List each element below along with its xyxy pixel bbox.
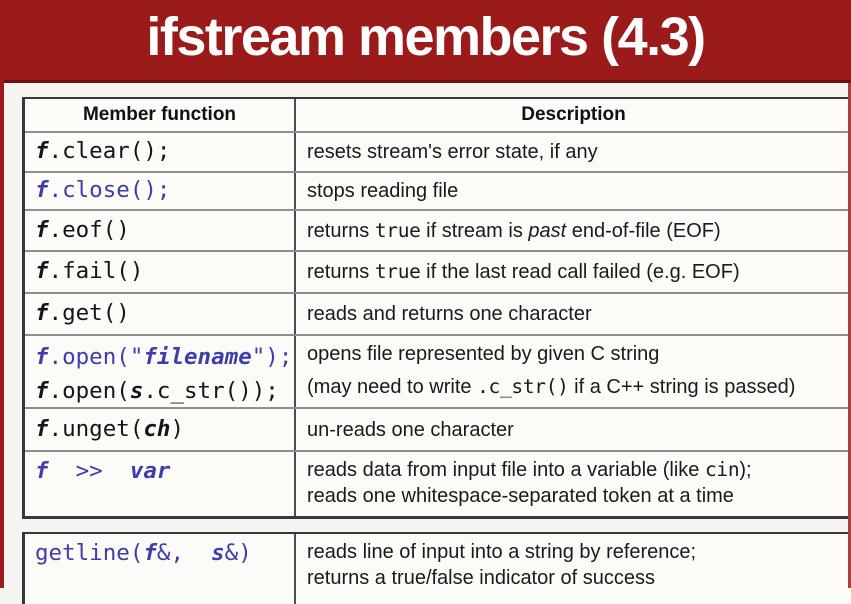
table-row: f.unget(ch) un-reads one character [25,407,851,450]
description-header-cell: Description [296,99,851,131]
member-function-cell: f.clear(); [25,133,296,171]
slide-title-banner: ifstream members (4.3) [0,0,851,83]
member-function-header-label: Member function [82,104,237,125]
slide-content: Member function Description f.clear(); re… [22,97,851,604]
slide-title: ifstream members (4.3) [146,7,706,67]
member-function-cell: f.eof() [25,211,296,250]
code-text-line: f.close(); [35,177,171,204]
member-function-cell: f.open("filename"); f.open(s.c_str()); [25,336,296,407]
table-row: f.clear(); resets stream's error state, i… [25,131,851,171]
table-row: f.get() reads and returns one character [25,292,851,334]
member-function-cell: f.fail() [25,252,296,292]
description-cell: returns true if the last read call faile… [296,252,851,292]
code-text-line: f.fail() [35,258,144,285]
member-function-cell: f >> var [25,452,296,516]
code-text-line: f >> var [35,458,171,484]
code-text-line: f.clear(); [35,138,171,165]
description-text-line: reads data from input file into a variab… [307,458,752,481]
description-cell: un-reads one character [296,409,851,450]
description-cell: reads line of input into a string by ref… [296,534,851,604]
members-table: Member function Description f.clear(); re… [22,97,851,519]
table-row: f >> var reads data from input file into … [25,450,851,516]
getline-table: getline(f&, s&) reads line of input into … [22,532,851,604]
description-cell: returns true if stream is past end-of-fi… [296,211,851,250]
description-text-line: (may need to write .c_str() if a C++ str… [307,375,796,398]
table-row: f.open("filename"); f.open(s.c_str()); ope… [25,334,851,407]
description-text-line: stops reading file [307,180,459,202]
code-text-line: f.eof() [35,216,130,243]
member-function-header-cell: Member function [25,99,296,131]
code-text-line: f.open(s.c_str()); [35,377,279,404]
table-row: f.fail() returns true if the last read ca… [25,250,851,292]
description-text-line: returns true if the last read call faile… [307,260,740,283]
description-text-line: reads one whitespace-separated token at … [307,485,734,507]
description-text-line: returns a true/false indicator of succes… [307,567,655,589]
right-red-edge-strip [848,83,851,588]
code-text-line: getline(f&, s&) [35,540,252,566]
code-text-line: f.open("filename"); [35,344,293,370]
member-function-cell: f.unget(ch) [25,409,296,450]
member-function-cell: f.get() [25,294,296,334]
description-cell: stops reading file [296,173,851,209]
description-cell: reads data from input file into a variab… [296,452,851,516]
code-text-line: f.get() [35,300,130,327]
description-text-line: reads and returns one character [307,303,592,325]
description-text-line: un-reads one character [307,418,514,441]
member-function-cell: f.close(); [25,173,296,209]
code-text-line: f.unget(ch) [35,415,185,442]
left-red-edge-strip [0,0,4,588]
table-header-row: Member function Description [25,99,851,131]
table-row: getline(f&, s&) reads line of input into … [25,534,851,604]
table-row: f.eof() returns true if stream is past en… [25,209,851,250]
description-header-label: Description [521,104,626,125]
description-text-line: returns true if stream is past end-of-fi… [307,218,721,242]
description-cell: opens file represented by given C string… [296,336,851,407]
description-text-line: resets stream's error state, if any [307,141,598,163]
description-text-line: reads line of input into a string by ref… [307,541,697,563]
description-cell: reads and returns one character [296,294,851,334]
description-cell: resets stream's error state, if any [296,133,851,171]
member-function-cell: getline(f&, s&) [25,534,296,604]
description-text-line: opens file represented by given C string [307,343,660,365]
table-row: f.close(); stops reading file [25,171,851,209]
